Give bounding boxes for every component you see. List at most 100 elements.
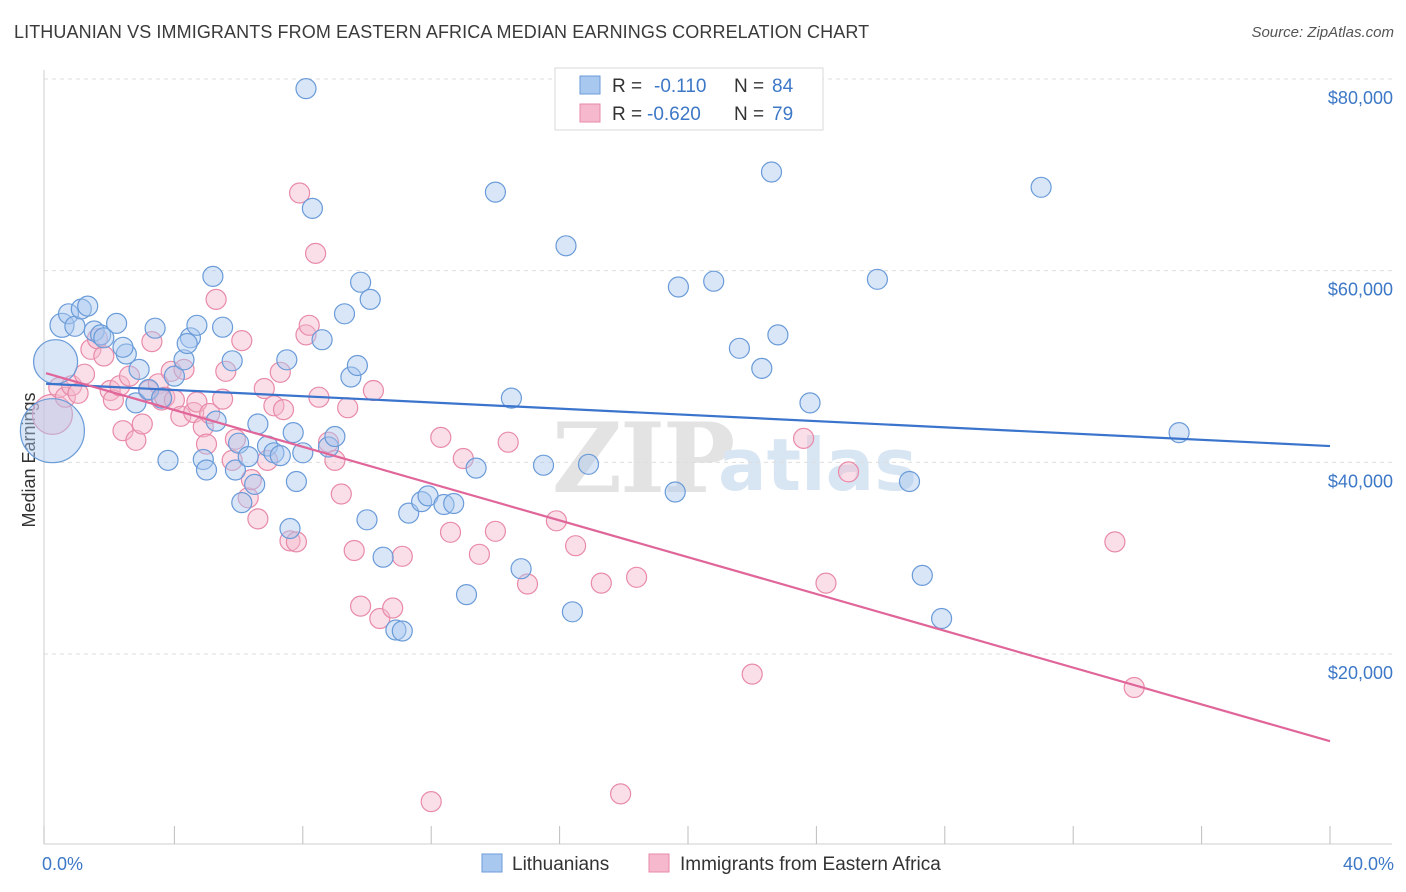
point-immigrants-eastern-africa: [564, 535, 587, 557]
point-lithuanians: [173, 349, 195, 371]
point-immigrants-eastern-africa: [362, 379, 384, 402]
point-lithuanians: [195, 459, 218, 481]
point-lithuanians: [898, 470, 921, 493]
x-tick-marks: [43, 826, 1331, 844]
point-lithuanians: [391, 620, 413, 642]
point-immigrants-eastern-africa: [439, 521, 462, 543]
point-lithuanians: [510, 558, 532, 580]
point-lithuanians: [179, 327, 201, 349]
point-lithuanians: [411, 491, 433, 513]
point-lithuanians: [269, 445, 291, 467]
point-immigrants-eastern-africa: [420, 790, 442, 813]
point-immigrants-eastern-africa: [382, 597, 404, 619]
point-lithuanians: [500, 387, 522, 409]
point-immigrants-eastern-africa: [337, 397, 359, 419]
point-lithuanians: [532, 454, 555, 476]
bottom-legend-swatch-pink: [648, 853, 670, 873]
bottom-legend: Lithuanians Immigrants from Eastern Afri…: [481, 853, 941, 875]
point-lithuanians: [443, 492, 465, 515]
point-lithuanians: [19, 398, 86, 464]
point-immigrants-eastern-africa: [231, 330, 253, 352]
legend-swatch-blue: [579, 75, 601, 95]
point-immigrants-eastern-africa: [837, 461, 860, 483]
point-lithuanians: [311, 329, 333, 351]
legend-swatch-pink: [579, 103, 601, 123]
point-immigrants-eastern-africa: [330, 483, 352, 505]
point-lithuanians: [93, 327, 115, 349]
point-lithuanians: [751, 357, 773, 379]
y-tick-label: $60,000: [1328, 280, 1393, 300]
y-tick-label: $80,000: [1328, 88, 1393, 108]
point-immigrants-eastern-africa: [215, 360, 237, 382]
point-immigrants-eastern-africa: [285, 531, 307, 553]
point-lithuanians: [212, 316, 234, 338]
point-immigrants-eastern-africa: [192, 416, 214, 438]
point-immigrants-eastern-africa: [269, 361, 291, 383]
point-lithuanians: [202, 265, 224, 287]
point-immigrants-eastern-africa: [298, 314, 320, 336]
point-lithuanians: [359, 288, 381, 310]
point-lithuanians: [667, 276, 690, 298]
point-lithuanians: [144, 317, 166, 339]
x-tick-label-min: 0.0%: [42, 854, 83, 874]
point-lithuanians: [295, 77, 317, 100]
legend-n-label-2: N =: [734, 104, 764, 125]
trend-line-lithuanians: [45, 382, 1331, 448]
point-lithuanians: [89, 324, 112, 346]
y-tick-labels: $20,000 $40,000 $60,000 $80,000: [1328, 88, 1393, 683]
point-immigrants-eastern-africa: [279, 530, 301, 552]
point-lithuanians: [911, 564, 933, 587]
point-immigrants-eastern-africa: [141, 331, 163, 353]
point-lithuanians: [1030, 176, 1052, 198]
watermark-zip: ZIP: [552, 402, 733, 515]
point-immigrants-eastern-africa: [343, 539, 365, 562]
point-lithuanians: [664, 481, 686, 503]
point-lithuanians: [186, 314, 208, 336]
y-tick-label: $20,000: [1328, 663, 1393, 683]
point-lithuanians: [151, 387, 173, 409]
point-lithuanians: [244, 473, 266, 495]
point-lithuanians: [237, 446, 259, 468]
point-lithuanians: [555, 235, 577, 257]
point-lithuanians: [224, 459, 246, 481]
point-immigrants-eastern-africa: [391, 545, 413, 567]
point-immigrants-eastern-africa: [484, 520, 506, 542]
point-lithuanians: [285, 470, 307, 493]
point-lithuanians: [767, 324, 789, 346]
trend-line-immigrants-eastern-africa: [45, 372, 1331, 743]
y-tick-label: $40,000: [1328, 471, 1393, 491]
point-lithuanians: [324, 425, 346, 448]
point-immigrants-eastern-africa: [625, 566, 648, 588]
point-lithuanians: [279, 517, 301, 540]
point-immigrants-eastern-africa: [609, 783, 632, 805]
point-lithuanians: [866, 268, 889, 290]
point-lithuanians: [465, 457, 487, 479]
point-immigrants-eastern-africa: [545, 510, 568, 532]
point-lithuanians: [455, 583, 478, 606]
point-lithuanians: [577, 453, 600, 475]
x-tick-label-max: 40.0%: [1343, 854, 1394, 874]
point-lithuanians: [356, 509, 378, 531]
point-lithuanians: [333, 303, 356, 325]
point-lithuanians: [799, 392, 821, 414]
point-immigrants-eastern-africa: [31, 393, 74, 435]
point-lithuanians: [346, 354, 368, 377]
chart-title: LITHUANIAN VS IMMIGRANTS FROM EASTERN AF…: [14, 22, 870, 42]
point-lithuanians: [760, 161, 783, 183]
point-lithuanians: [221, 350, 243, 372]
point-immigrants-eastern-africa: [590, 572, 612, 594]
point-lithuanians: [484, 181, 506, 203]
point-immigrants-eastern-africa: [741, 663, 763, 685]
legend-n-value-1: 84: [772, 76, 794, 97]
legend-box: R = -0.110 N = 84 R = -0.620 N = 79: [554, 67, 824, 131]
point-lithuanians: [176, 332, 198, 355]
point-lithuanians: [77, 295, 99, 317]
point-immigrants-eastern-africa: [792, 427, 815, 449]
point-lithuanians: [282, 422, 304, 444]
legend-n-label-1: N =: [734, 76, 764, 97]
bottom-legend-label-immigrants: Immigrants from Eastern Africa: [680, 854, 941, 875]
series-immigrants-eastern-africa: [31, 182, 1145, 813]
point-lithuanians: [128, 358, 150, 380]
gridlines: [44, 78, 1392, 655]
